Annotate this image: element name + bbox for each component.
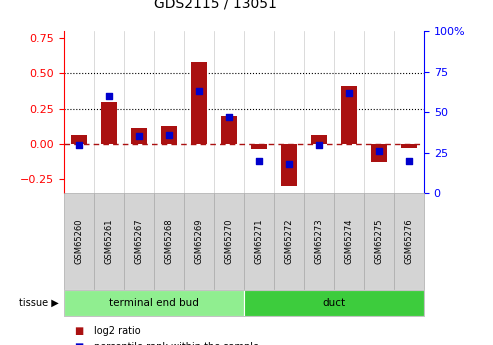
Point bbox=[285, 161, 293, 167]
Bar bbox=[371, 144, 387, 162]
Point bbox=[375, 148, 383, 154]
Point bbox=[225, 114, 233, 120]
Bar bbox=[281, 144, 297, 186]
Text: GSM65275: GSM65275 bbox=[375, 219, 384, 264]
Text: GSM65269: GSM65269 bbox=[195, 219, 204, 264]
Text: GSM65273: GSM65273 bbox=[315, 219, 323, 264]
Bar bbox=[71, 135, 87, 144]
Text: GSM65261: GSM65261 bbox=[105, 219, 113, 264]
Bar bbox=[191, 62, 207, 144]
Point bbox=[105, 93, 113, 99]
Text: tissue ▶: tissue ▶ bbox=[19, 298, 59, 308]
Text: ■: ■ bbox=[74, 342, 83, 345]
Text: GSM65270: GSM65270 bbox=[224, 219, 234, 264]
Point bbox=[75, 142, 83, 147]
Text: percentile rank within the sample: percentile rank within the sample bbox=[94, 342, 259, 345]
Point bbox=[135, 134, 143, 139]
Text: GSM65276: GSM65276 bbox=[404, 219, 414, 264]
Point bbox=[405, 158, 413, 164]
Text: terminal end bud: terminal end bud bbox=[109, 298, 199, 308]
Text: log2 ratio: log2 ratio bbox=[94, 326, 141, 336]
Point bbox=[315, 142, 323, 147]
Text: GSM65268: GSM65268 bbox=[165, 219, 174, 264]
Bar bbox=[161, 126, 177, 144]
Text: GDS2115 / 13051: GDS2115 / 13051 bbox=[154, 0, 277, 10]
Point bbox=[255, 158, 263, 164]
Point bbox=[345, 90, 353, 96]
Point bbox=[165, 132, 173, 138]
Bar bbox=[311, 135, 327, 144]
Text: GSM65272: GSM65272 bbox=[284, 219, 293, 264]
Point bbox=[195, 88, 203, 94]
Text: GSM65267: GSM65267 bbox=[135, 219, 143, 264]
Bar bbox=[101, 101, 117, 144]
Text: GSM65271: GSM65271 bbox=[254, 219, 264, 264]
Bar bbox=[401, 144, 417, 148]
Bar bbox=[131, 128, 147, 144]
Text: GSM65260: GSM65260 bbox=[74, 219, 84, 264]
Text: ■: ■ bbox=[74, 326, 83, 336]
Bar bbox=[251, 144, 267, 149]
Text: GSM65274: GSM65274 bbox=[345, 219, 353, 264]
Bar bbox=[341, 86, 357, 144]
Text: duct: duct bbox=[322, 298, 346, 308]
Bar bbox=[221, 116, 237, 144]
